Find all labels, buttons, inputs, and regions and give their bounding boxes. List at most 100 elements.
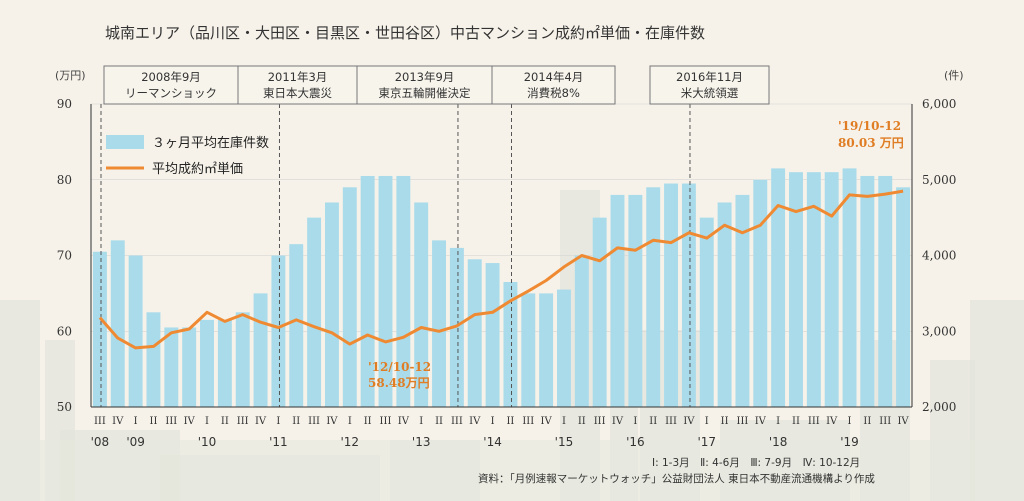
inventory-bar	[324, 202, 339, 407]
quarter-tick-label: IV	[755, 416, 767, 427]
quarter-tick-label: II	[506, 416, 514, 427]
inventory-bar	[342, 187, 357, 407]
quarter-tick-label: IV	[612, 416, 624, 427]
quarter-tick-label: II	[792, 416, 800, 427]
annotation-2012-value: 58.48万円	[368, 376, 430, 390]
quarter-tick-label: IV	[826, 416, 838, 427]
right-tick-label: 4,000	[922, 249, 956, 263]
year-tick-label: '19	[840, 435, 859, 449]
quarter-tick-label: II	[578, 416, 586, 427]
inventory-bar	[467, 259, 482, 407]
event-date: 2014年4月	[524, 70, 584, 84]
quarter-tick-label: II	[863, 416, 871, 427]
quarter-tick-label: IV	[683, 416, 695, 427]
inventory-bar	[503, 282, 518, 407]
year-tick-label: '18	[769, 435, 788, 449]
event-date: 2011年3月	[268, 70, 328, 84]
quarter-tick-label: III	[879, 416, 891, 427]
inventory-bar	[789, 172, 803, 407]
quarter-tick-label: I	[562, 416, 566, 427]
inventory-bar	[235, 312, 250, 407]
inventory-bar	[360, 175, 375, 407]
quarter-tick-label: III	[665, 416, 677, 427]
inventory-bar	[664, 183, 679, 407]
left-tick-label: 50	[57, 400, 72, 414]
inventory-bars	[92, 168, 911, 407]
inventory-bar	[771, 168, 786, 407]
inventory-bar	[557, 289, 571, 407]
event-label: 東京五輪開催決定	[379, 86, 471, 100]
inventory-bar	[432, 240, 446, 407]
inventory-bar	[646, 187, 661, 407]
quarter-tick-label: III	[308, 416, 320, 427]
inventory-bar	[610, 194, 625, 407]
inventory-bar	[414, 202, 429, 407]
year-tick-label: '16	[626, 435, 645, 449]
inventory-bar	[396, 175, 411, 407]
skyline-ground	[0, 440, 1024, 501]
quarter-tick-label: I	[348, 416, 352, 427]
left-tick-label: 80	[57, 173, 72, 187]
right-axis-unit: (件)	[944, 69, 964, 82]
source-note: 資料：「月例速報マーケットウォッチ」公益財団法人 東日本不動産流通機構より作成	[478, 472, 875, 485]
inventory-bar	[896, 187, 911, 407]
year-tick-label: '11	[269, 435, 288, 449]
event-date: 2013年9月	[395, 70, 455, 84]
inventory-bar	[878, 175, 893, 407]
inventory-bar	[699, 217, 714, 407]
quarter-tick-label: III	[737, 416, 749, 427]
year-tick-label: '14	[483, 435, 502, 449]
left-axis-unit: (万円)	[55, 69, 86, 82]
right-tick-label: 5,000	[922, 173, 956, 187]
quarter-tick-label: IV	[184, 416, 196, 427]
quarter-tick-label: III	[594, 416, 606, 427]
quarter-tick-label: III	[808, 416, 820, 427]
inventory-bar	[200, 319, 214, 407]
price-line	[98, 189, 904, 350]
quarter-tick-label: I	[134, 416, 138, 427]
year-tick-label: '08	[91, 435, 110, 449]
inventory-bar	[110, 240, 125, 407]
event-label: 消費税8%	[527, 86, 580, 100]
inventory-bar	[378, 175, 393, 407]
event-lines	[100, 104, 691, 407]
quarter-legend-note: Ⅰ: 1-3月 Ⅱ: 4-6月 Ⅲ: 7-9月 Ⅳ: 10-12月	[652, 457, 860, 469]
inventory-bar	[485, 263, 500, 407]
inventory-bar	[217, 319, 232, 407]
inventory-bar	[735, 194, 750, 407]
year-tick-label: '12	[341, 435, 360, 449]
inventory-bar	[717, 202, 732, 407]
quarter-tick-label: IV	[541, 416, 553, 427]
inventory-bar	[539, 293, 554, 407]
year-tick-label: '17	[697, 435, 716, 449]
inventory-bar	[92, 251, 107, 407]
quarter-tick-label: III	[237, 416, 249, 427]
inventory-bar	[806, 172, 821, 407]
event-date: 2016年11月	[676, 70, 743, 84]
inventory-bar	[128, 255, 143, 407]
quarter-tick-label: IV	[469, 416, 481, 427]
event-box	[356, 65, 493, 105]
inventory-bar	[574, 255, 589, 407]
legend-bar-label: ３ヶ月平均在庫件数	[152, 136, 269, 151]
quarter-tick-label: III	[94, 416, 106, 427]
quarter-tick-label: IV	[897, 416, 909, 427]
inventory-bar	[860, 175, 875, 407]
quarter-tick-label: II	[721, 416, 729, 427]
quarter-tick-label: II	[435, 416, 443, 427]
left-tick-label: 90	[57, 97, 72, 111]
quarter-tick-label: II	[292, 416, 300, 427]
axes	[90, 104, 913, 408]
inventory-bar	[681, 183, 696, 407]
inventory-bar	[842, 168, 857, 407]
quarter-tick-label: I	[419, 416, 423, 427]
legend: ３ヶ月平均在庫件数 平均成約㎡単価	[106, 135, 269, 177]
right-tick-label: 3,000	[922, 324, 956, 338]
right-tick-label: 2,000	[922, 400, 956, 414]
inventory-bar	[164, 327, 179, 407]
quarter-tick-label: I	[776, 416, 780, 427]
